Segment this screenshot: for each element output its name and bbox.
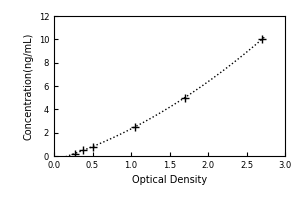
Y-axis label: Concentration(ng/mL): Concentration(ng/mL) [23, 32, 33, 140]
X-axis label: Optical Density: Optical Density [132, 175, 207, 185]
